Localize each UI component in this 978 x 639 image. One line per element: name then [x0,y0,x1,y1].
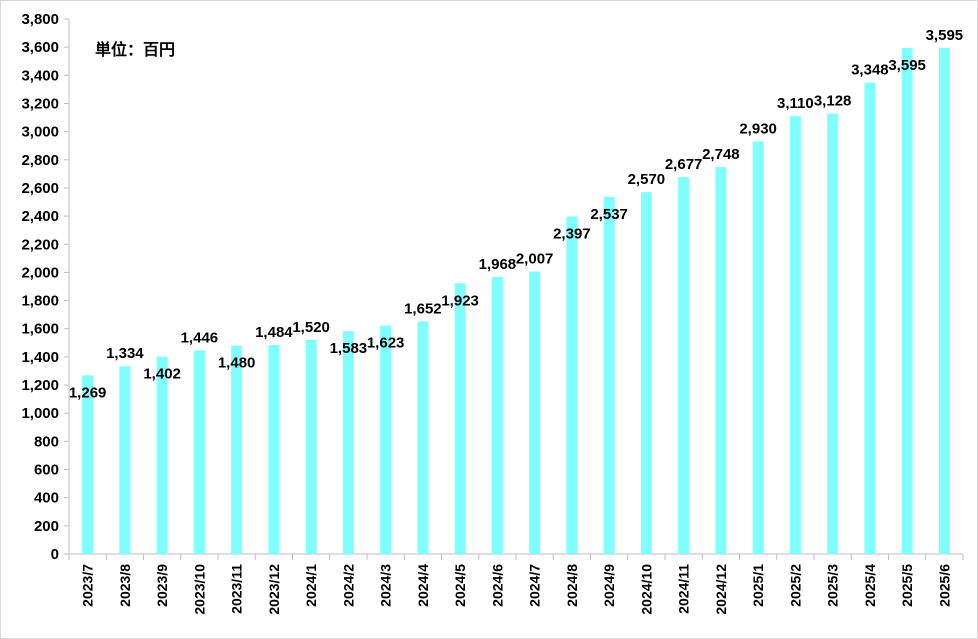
y-tick-label: 1,800 [21,293,59,310]
y-tick-label: 600 [34,462,59,479]
x-tick-label: 2025/6 [936,564,952,607]
y-tick-label: 3,400 [21,67,59,84]
bar [901,47,913,554]
x-tick-label: 2025/5 [899,564,915,607]
x-tick-label: 2023/7 [80,564,96,607]
y-tick-label: 1,600 [21,321,59,338]
bar [752,141,764,554]
bar [119,366,131,554]
bar [529,271,541,554]
unit-label: 単位：百円 [95,40,176,59]
y-tick-label: 1,200 [21,377,59,394]
y-tick-label: 2,400 [21,208,59,225]
y-tick-label: 200 [34,518,59,535]
x-tick-label: 2024/6 [489,564,505,607]
y-tick-label: 800 [34,433,59,450]
bar [864,82,876,554]
y-tick-label: 1,400 [21,349,59,366]
x-tick-label: 2023/9 [154,564,170,607]
data-label: 2,570 [628,171,666,188]
data-label: 2,677 [665,156,703,173]
data-label: 3,348 [851,62,889,79]
x-tick-label: 2025/1 [750,564,766,607]
data-label: 3,128 [814,93,852,110]
data-label: 1,583 [330,340,368,357]
data-label: 1,402 [143,366,181,383]
data-label: 1,923 [441,292,479,309]
data-label: 2,007 [516,250,554,267]
y-tick-label: 3,000 [21,124,59,141]
x-tick-label: 2023/11 [229,564,245,614]
data-label: 2,397 [553,226,591,243]
bar [417,321,429,554]
x-tick-label: 2023/10 [191,564,207,615]
bar [82,375,94,554]
x-tick-label: 2024/11 [676,564,692,614]
bar [454,283,466,554]
y-tick-label: 3,800 [21,11,59,28]
bar [827,113,839,554]
data-label: 2,930 [739,120,777,137]
bar [491,276,503,554]
bar [231,345,243,554]
data-label: 1,334 [106,345,144,362]
bar [678,177,690,555]
y-tick-label: 2,800 [21,152,59,169]
data-label: 1,269 [69,384,107,401]
bar [380,325,392,554]
bar [566,216,578,554]
y-tick-label: 400 [34,490,59,507]
data-label: 1,623 [367,334,405,351]
y-tick-label: 3,200 [21,95,59,112]
x-tick-label: 2023/8 [117,564,133,607]
x-tick-label: 2025/4 [862,564,878,607]
data-label: 1,446 [181,329,219,346]
x-tick-label: 2024/8 [564,564,580,607]
bar [789,116,801,554]
data-label: 2,748 [702,146,740,163]
y-tick-label: 2,000 [21,264,59,281]
data-label: 3,595 [888,57,926,74]
x-tick-label: 2024/7 [527,564,543,607]
data-label: 1,520 [292,319,330,336]
x-tick-label: 2024/4 [415,564,431,607]
bar [193,350,205,554]
bar [938,47,950,554]
bar [640,192,652,554]
x-tick-label: 2024/12 [713,564,729,615]
x-tick-label: 2024/2 [340,564,356,607]
x-tick-label: 2023/12 [266,564,282,615]
data-label: 1,652 [404,300,442,317]
y-tick-label: 0 [51,546,59,563]
y-tick-label: 2,600 [21,180,59,197]
bar [342,331,354,554]
data-label: 2,537 [590,206,628,223]
x-tick-label: 2024/3 [378,564,394,607]
data-label: 1,484 [255,324,293,341]
data-label: 3,110 [777,95,814,112]
bar [305,340,317,554]
x-tick-label: 2024/10 [638,564,654,615]
data-label: 1,968 [479,256,517,273]
bar [268,345,280,554]
x-tick-label: 2024/9 [601,564,617,607]
y-tick-label: 2,200 [21,236,59,253]
data-label: 1,480 [218,355,256,372]
data-label: 3,595 [926,27,964,44]
bar [715,167,727,554]
x-tick-label: 2025/2 [787,564,803,607]
y-tick-label: 3,600 [21,39,59,56]
y-tick-label: 1,000 [21,405,59,422]
bar [603,196,615,554]
x-tick-label: 2024/5 [452,564,468,607]
x-tick-label: 2024/1 [303,564,319,607]
x-tick-label: 2025/3 [825,564,841,607]
bar [156,356,168,554]
